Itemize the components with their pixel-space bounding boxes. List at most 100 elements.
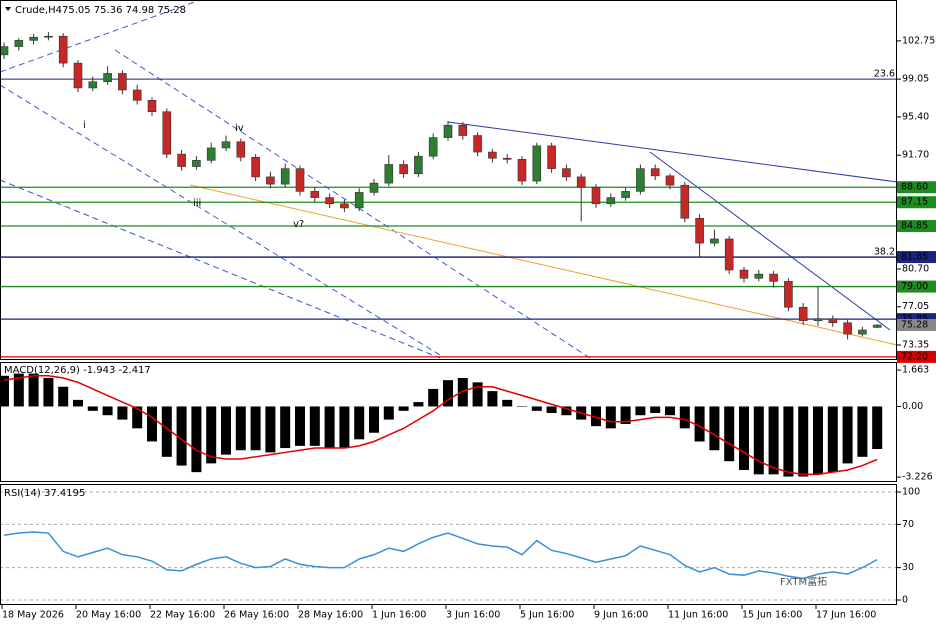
histogram-bar <box>783 406 794 477</box>
y-tick-label: 70 <box>902 519 914 530</box>
histogram-bar <box>117 406 128 420</box>
candle-body <box>458 124 468 136</box>
histogram-bar <box>280 406 291 449</box>
candle-body <box>724 238 734 271</box>
level-box <box>897 280 936 293</box>
candle-body <box>798 306 808 321</box>
x-tick-label: 9 Jun 16:00 <box>594 610 648 621</box>
rsi-line <box>3 531 878 580</box>
level-box <box>897 220 936 233</box>
histogram-bar <box>369 406 379 433</box>
price-frame <box>0 0 897 360</box>
macd-frame <box>0 362 897 482</box>
candle-body <box>650 168 660 177</box>
candle-body <box>858 329 867 335</box>
x-tick-label: 3 Jun 16:00 <box>446 610 500 621</box>
histogram-bar <box>413 402 424 407</box>
trend-line <box>649 151 891 331</box>
candle-body <box>813 318 823 321</box>
candle-body <box>784 281 793 308</box>
level-label: 81.85 <box>901 252 928 263</box>
histogram-bar <box>398 406 409 411</box>
histogram-bar <box>857 406 868 457</box>
plot-layer: 102.75 99.05 95.40 91.70 80.70 77.05 73.35 23.6… <box>0 32 936 621</box>
histogram-bar <box>457 377 468 407</box>
candle-body <box>665 175 675 186</box>
histogram-bar <box>265 406 276 453</box>
histogram-bar <box>679 406 690 429</box>
macd-title: MACD(12,26,9) -1.943 -2.417 <box>4 365 151 376</box>
histogram-bar <box>709 406 720 451</box>
candle-body <box>414 155 423 175</box>
x-tick-label: 18 May 2026 <box>2 610 64 621</box>
candle-body <box>680 184 690 219</box>
histogram-bar <box>724 406 735 462</box>
candle-body <box>562 168 571 178</box>
x-tick-label: 15 Jun 16:00 <box>742 610 802 621</box>
histogram-bar <box>324 406 335 449</box>
histogram-bar <box>798 406 809 477</box>
candle-body <box>354 192 364 209</box>
y-tick-label: 102.75 <box>902 35 935 46</box>
y-tick-label: 1.663 <box>902 365 929 376</box>
histogram-bar <box>768 406 779 475</box>
histogram-bar <box>753 406 764 475</box>
candle-body <box>73 62 83 89</box>
histogram-bar <box>665 406 675 416</box>
menu-icon[interactable] <box>5 7 11 11</box>
candle-body <box>103 73 112 83</box>
histogram-bar <box>309 406 320 446</box>
histogram-bar <box>813 406 823 475</box>
histogram-bar <box>487 391 498 407</box>
candle-body <box>488 151 497 159</box>
candle-body <box>295 168 305 192</box>
level-box <box>897 350 936 363</box>
level-label: 84.85 <box>901 221 928 232</box>
x-tick-label: 5 Jun 16:00 <box>520 610 574 621</box>
histogram-bar <box>13 373 24 407</box>
candle-body <box>280 168 290 185</box>
candle-body <box>58 35 68 64</box>
candle-body <box>88 81 98 89</box>
candle-body <box>369 182 379 193</box>
histogram-bar <box>176 406 187 466</box>
y-tick-label: 95.40 <box>902 111 929 122</box>
candle-body <box>399 164 408 175</box>
histogram-bar <box>872 406 883 449</box>
candle-body <box>221 141 231 149</box>
watermark: FXTM富拓 <box>780 575 827 588</box>
candle-body <box>473 135 482 153</box>
candle-body <box>147 100 157 113</box>
histogram-bar <box>221 406 231 455</box>
candle-body <box>621 191 630 198</box>
rsi-frame <box>0 484 897 605</box>
candle-body <box>502 157 512 160</box>
wave-label: i <box>83 120 86 131</box>
candle-body <box>177 153 186 167</box>
y-tick-label: 0.00 <box>902 401 923 412</box>
x-tick-label: 17 Jun 16:00 <box>816 610 876 621</box>
candle-body <box>532 145 542 182</box>
trend-lines <box>0 0 898 359</box>
candle-body <box>14 40 24 47</box>
candle-body <box>192 160 201 167</box>
trend-line <box>189 184 898 346</box>
histogram-bar <box>383 406 394 420</box>
histogram-bar <box>428 388 439 407</box>
histogram-bar <box>250 406 261 451</box>
histogram-bar <box>43 377 54 407</box>
histogram-bar <box>502 399 513 407</box>
x-tick-label: 20 May 16:00 <box>76 610 141 621</box>
candle-body <box>118 73 127 91</box>
candle-body <box>710 238 719 244</box>
histogram-bar <box>591 406 601 427</box>
level-box <box>897 181 936 194</box>
histogram-bar <box>827 406 838 473</box>
level-label: 87.15 <box>901 197 928 208</box>
histogram-bar <box>531 406 542 411</box>
wave-label: iii <box>193 198 201 209</box>
histogram-bar <box>605 406 616 429</box>
histogram-bar <box>58 386 69 407</box>
candle-body <box>325 197 334 205</box>
histogram-bar <box>295 406 305 446</box>
